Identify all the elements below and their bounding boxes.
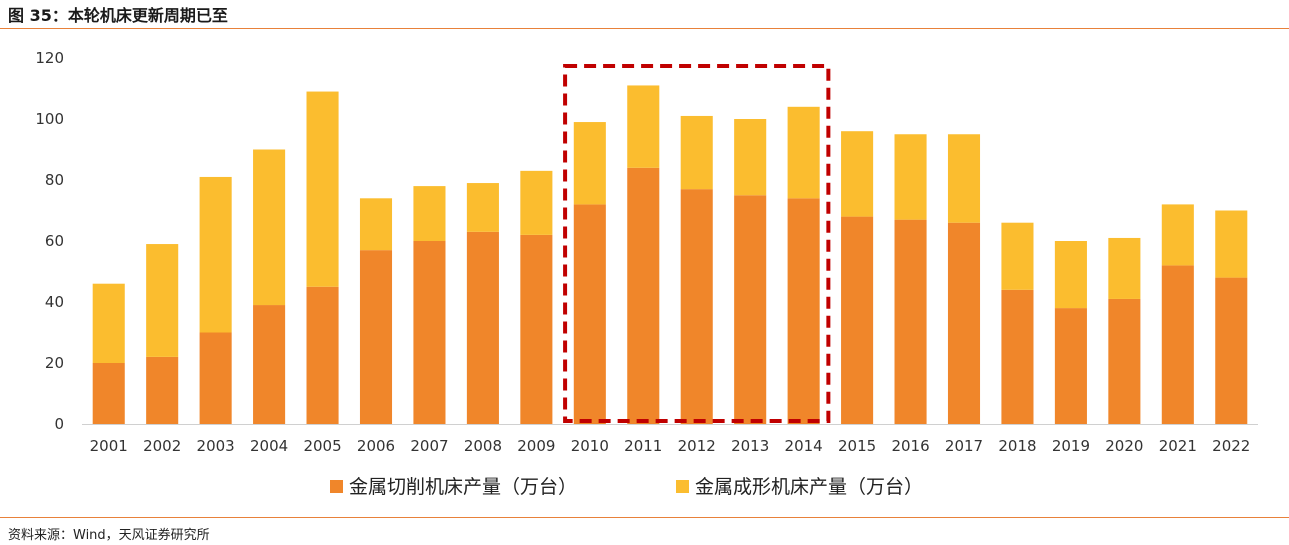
annotation-group bbox=[563, 64, 831, 423]
x-tick-label: 2012 bbox=[678, 437, 716, 455]
bar-forming-2018 bbox=[1001, 222, 1034, 290]
x-tick-label: 2021 bbox=[1159, 437, 1197, 455]
x-tick-label: 2005 bbox=[303, 437, 341, 455]
x-tick-label: 2017 bbox=[945, 437, 983, 455]
x-tick-label: 2002 bbox=[143, 437, 181, 455]
y-tick-label: 100 bbox=[35, 110, 64, 128]
x-tick-label: 2008 bbox=[464, 437, 502, 455]
bar-cutting-2015 bbox=[841, 216, 874, 424]
bar-forming-2005 bbox=[306, 91, 339, 287]
y-axis: 0 20 40 60 80 100 120 bbox=[35, 49, 64, 433]
bar-forming-2003 bbox=[199, 176, 232, 333]
bar-cutting-2018 bbox=[1001, 289, 1034, 424]
x-tick-label: 2006 bbox=[357, 437, 395, 455]
x-tick-label: 2001 bbox=[90, 437, 128, 455]
bar-forming-2012 bbox=[680, 115, 713, 190]
figure-title: 图 35：本轮机床更新周期已至 bbox=[8, 6, 228, 25]
bar-forming-2013 bbox=[734, 119, 767, 196]
x-tick-label: 2019 bbox=[1052, 437, 1090, 455]
y-tick-label: 120 bbox=[35, 49, 64, 67]
y-tick-label: 0 bbox=[54, 415, 64, 433]
x-tick-label: 2014 bbox=[785, 437, 823, 455]
bar-cutting-2007 bbox=[413, 241, 446, 424]
bar-cutting-2002 bbox=[146, 356, 179, 424]
y-tick-label: 60 bbox=[45, 232, 64, 250]
legend-label-cutting: 金属切削机床产量（万台） bbox=[349, 476, 577, 498]
bar-forming-2020 bbox=[1108, 237, 1141, 299]
x-axis: 2001 2002 2003 2004 2005 2006 2007 2008 2009 2010… bbox=[82, 424, 1258, 455]
x-tick-label: 2015 bbox=[838, 437, 876, 455]
bar-cutting-2020 bbox=[1108, 298, 1141, 424]
bar-forming-2017 bbox=[947, 134, 981, 223]
bar-cutting-2019 bbox=[1054, 308, 1087, 424]
y-tick-label: 40 bbox=[45, 293, 64, 311]
bar-cutting-2012 bbox=[680, 189, 713, 424]
bar-cutting-2022 bbox=[1215, 277, 1248, 424]
bar-forming-2014 bbox=[787, 106, 820, 199]
bar-forming-2008 bbox=[466, 183, 499, 232]
x-tick-label: 2013 bbox=[731, 437, 769, 455]
y-tick-label: 80 bbox=[45, 171, 64, 189]
bar-forming-2022 bbox=[1215, 210, 1248, 278]
bar-forming-2019 bbox=[1054, 241, 1087, 309]
bar-forming-2015 bbox=[841, 131, 874, 217]
x-tick-label: 2007 bbox=[410, 437, 448, 455]
bar-forming-2001 bbox=[92, 283, 125, 363]
bar-cutting-2013 bbox=[734, 195, 767, 424]
bar-cutting-2014 bbox=[787, 198, 820, 424]
title-divider bbox=[0, 28, 1289, 29]
bar-forming-2004 bbox=[253, 149, 286, 306]
bar-cutting-2009 bbox=[520, 234, 553, 424]
x-tick-label: 2011 bbox=[624, 437, 662, 455]
bar-cutting-2005 bbox=[306, 286, 339, 424]
highlight-dashed-box bbox=[563, 64, 831, 423]
bar-cutting-2010 bbox=[573, 204, 606, 424]
legend-swatch-cutting bbox=[330, 480, 343, 493]
legend: 金属切削机床产量（万台） 金属成形机床产量（万台） bbox=[330, 476, 923, 498]
bar-forming-2002 bbox=[146, 244, 179, 357]
x-tick-label: 2016 bbox=[891, 437, 929, 455]
x-tick-label: 2020 bbox=[1105, 437, 1143, 455]
x-tick-label: 2022 bbox=[1212, 437, 1250, 455]
bar-forming-2011 bbox=[627, 85, 660, 168]
bar-forming-2007 bbox=[413, 186, 446, 241]
bar-cutting-2004 bbox=[253, 305, 286, 424]
source-note: 资料来源：Wind，天风证券研究所 bbox=[8, 528, 210, 543]
x-tick-label: 2003 bbox=[197, 437, 235, 455]
bar-forming-2016 bbox=[894, 134, 927, 220]
bar-cutting-2001 bbox=[92, 363, 125, 424]
bar-cutting-2021 bbox=[1161, 265, 1194, 424]
bar-cutting-2008 bbox=[466, 231, 499, 424]
stacked-bar-chart: 0 20 40 60 80 100 120 2001 2002 2003 2004 2005 2006… bbox=[35, 49, 1258, 498]
x-tick-label: 2018 bbox=[998, 437, 1036, 455]
bar-forming-2010 bbox=[573, 122, 606, 205]
bar-cutting-2003 bbox=[199, 332, 232, 424]
bar-forming-2006 bbox=[359, 198, 393, 251]
y-tick-label: 20 bbox=[45, 354, 64, 372]
x-tick-label: 2010 bbox=[571, 437, 609, 455]
bar-cutting-2011 bbox=[627, 167, 660, 425]
bar-forming-2009 bbox=[520, 170, 553, 235]
bar-forming-2021 bbox=[1161, 204, 1194, 266]
source-divider bbox=[0, 517, 1289, 518]
bar-cutting-2016 bbox=[894, 219, 927, 424]
bars-group bbox=[92, 85, 1248, 425]
x-tick-label: 2004 bbox=[250, 437, 288, 455]
legend-label-forming: 金属成形机床产量（万台） bbox=[695, 476, 923, 498]
chart-container: 0 20 40 60 80 100 120 2001 2002 2003 2004 2005 2006… bbox=[0, 30, 1289, 514]
x-tick-label: 2009 bbox=[517, 437, 555, 455]
bar-cutting-2006 bbox=[359, 250, 393, 424]
bar-cutting-2017 bbox=[947, 222, 981, 424]
legend-swatch-forming bbox=[676, 480, 689, 493]
